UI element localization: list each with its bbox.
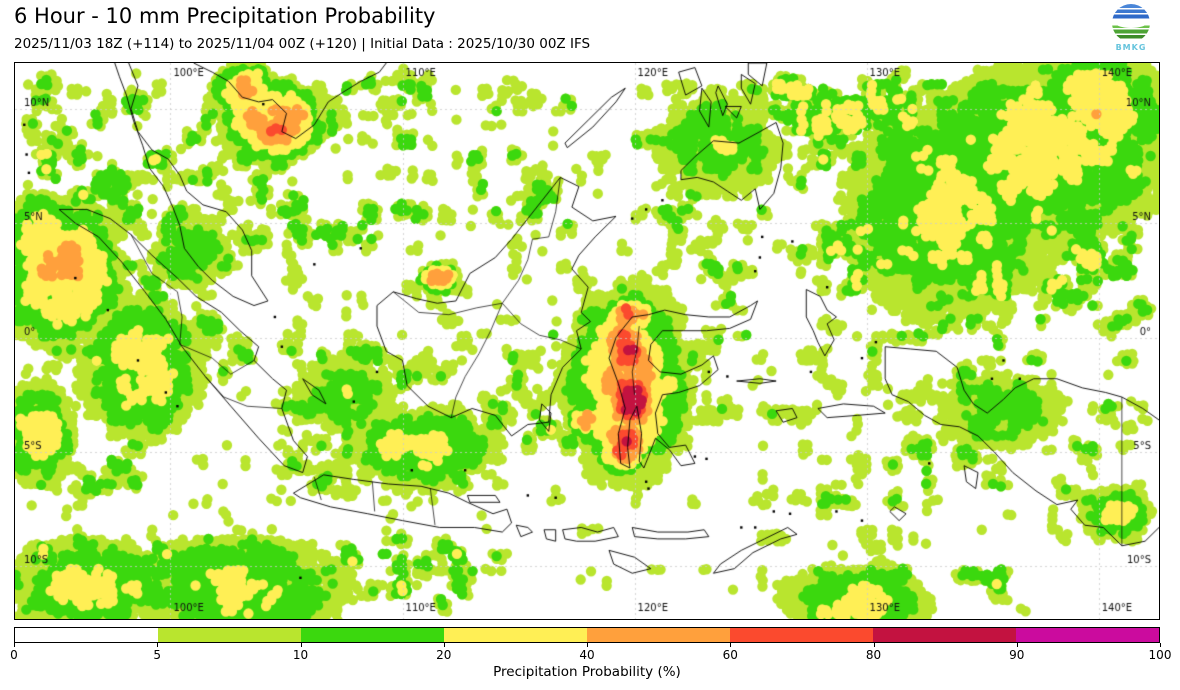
bmkg-logo-text: BMKG bbox=[1115, 43, 1147, 52]
colorbar-segment bbox=[587, 628, 730, 642]
map-area bbox=[14, 62, 1160, 620]
page-subtitle: 2025/11/03 18Z (+114) to 2025/11/04 00Z … bbox=[14, 36, 591, 52]
colorbar-tick bbox=[157, 643, 159, 647]
colorbar-tick bbox=[1016, 643, 1018, 647]
colorbar-segment bbox=[15, 628, 158, 642]
colorbar-segment bbox=[1016, 628, 1159, 642]
colorbar bbox=[14, 627, 1160, 643]
colorbar-label: Precipitation Probability (%) bbox=[493, 664, 681, 680]
colorbar-tick bbox=[443, 643, 445, 647]
colorbar-tick bbox=[587, 643, 588, 647]
colorbar-tick bbox=[300, 643, 302, 647]
bmkg-logo: BMKG bbox=[1106, 4, 1156, 52]
colorbar-tick-label: 0 bbox=[10, 648, 18, 662]
cloud-icon bbox=[1116, 19, 1146, 28]
colorbar-tick-label: 5 bbox=[153, 648, 162, 662]
colorbar-tick-label: 100 bbox=[1148, 648, 1172, 662]
colorbar-tick bbox=[873, 643, 875, 647]
page-title: 6 Hour - 10 mm Precipitation Probability bbox=[14, 4, 436, 28]
bmkg-logo-icon bbox=[1112, 4, 1150, 42]
colorbar-segment bbox=[444, 628, 587, 642]
colorbar-tick-label: 90 bbox=[1009, 648, 1025, 662]
colorbar-tick bbox=[730, 643, 732, 647]
colorbar-tick bbox=[1160, 643, 1161, 647]
precipitation-map-canvas bbox=[15, 63, 1159, 619]
colorbar-tick bbox=[14, 643, 15, 647]
colorbar-segment bbox=[873, 628, 1016, 642]
colorbar-tick-label: 10 bbox=[292, 648, 309, 662]
colorbar-tick-label: 60 bbox=[722, 648, 738, 662]
colorbar-tick-label: 20 bbox=[436, 648, 452, 662]
colorbar-segment bbox=[301, 628, 444, 642]
colorbar-segment bbox=[730, 628, 873, 642]
colorbar-tick-label: 40 bbox=[579, 648, 595, 662]
colorbar-segment bbox=[158, 628, 301, 642]
colorbar-tick-label: 80 bbox=[865, 648, 882, 662]
